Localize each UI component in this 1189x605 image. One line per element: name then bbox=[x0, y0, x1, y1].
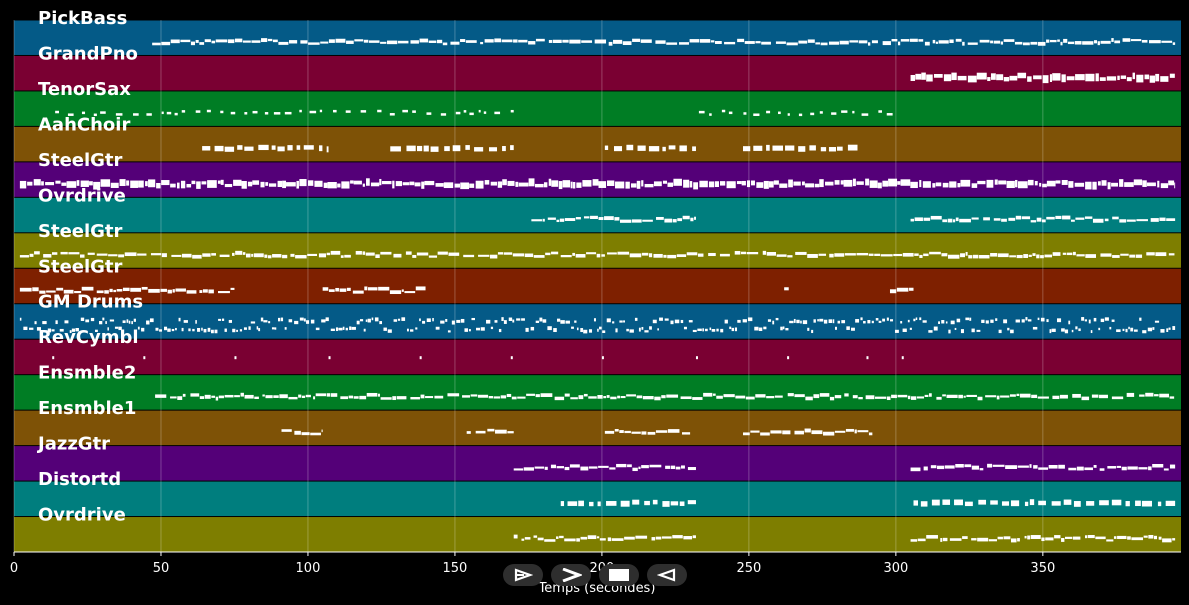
track-label: PickBass bbox=[38, 8, 127, 29]
track-band bbox=[14, 268, 1181, 304]
track-band bbox=[14, 375, 1181, 410]
note-segment bbox=[419, 356, 422, 360]
track-band bbox=[14, 410, 1181, 446]
x-tick-label: 150 bbox=[443, 561, 468, 576]
note-segment bbox=[604, 429, 691, 435]
note-segment bbox=[328, 356, 331, 360]
note-segment bbox=[560, 499, 696, 507]
track-band bbox=[14, 481, 1181, 517]
track-label: SteelGtr bbox=[38, 221, 123, 242]
play-icon bbox=[562, 568, 582, 582]
track-band bbox=[14, 20, 1181, 55]
forward-button[interactable] bbox=[647, 564, 687, 586]
note-segment bbox=[55, 109, 514, 117]
track-band bbox=[14, 197, 1181, 233]
note-segment bbox=[601, 356, 604, 360]
rewind-button[interactable] bbox=[503, 564, 543, 586]
note-segment bbox=[466, 428, 514, 434]
track-label: AahChoir bbox=[38, 114, 130, 135]
track-band bbox=[14, 446, 1181, 481]
x-tick-label: 0 bbox=[10, 561, 18, 576]
stop-icon bbox=[609, 569, 629, 581]
note-segment bbox=[281, 429, 323, 436]
note-segment bbox=[19, 250, 1175, 259]
track-label: Ensmble2 bbox=[38, 363, 136, 384]
track-label: Distortd bbox=[38, 469, 121, 490]
track-band bbox=[14, 91, 1181, 126]
note-segment bbox=[152, 38, 1176, 46]
x-tick-label: 50 bbox=[153, 561, 170, 576]
x-tick-label: 100 bbox=[296, 561, 321, 576]
track-label: SteelGtr bbox=[38, 256, 123, 277]
note-segment bbox=[866, 356, 869, 360]
note-segment bbox=[19, 286, 235, 294]
track-label: GrandPno bbox=[38, 43, 138, 64]
track-label: RevCymbl bbox=[38, 327, 139, 348]
track-label: TenorSax bbox=[38, 79, 131, 100]
track-label: JazzGtr bbox=[36, 434, 110, 455]
note-segment bbox=[531, 215, 696, 223]
note-segment bbox=[910, 215, 1176, 223]
track-band bbox=[14, 339, 1181, 375]
track-label: Ovrdrive bbox=[38, 505, 126, 526]
track-band bbox=[14, 55, 1181, 91]
note-segment bbox=[901, 356, 904, 360]
note-segment bbox=[910, 463, 1176, 472]
note-segment bbox=[155, 392, 1175, 401]
track-band bbox=[14, 233, 1181, 268]
x-tick-label: 250 bbox=[736, 561, 761, 576]
note-segment bbox=[743, 428, 873, 436]
note-segment bbox=[52, 356, 55, 360]
note-segment bbox=[513, 463, 696, 472]
track-band bbox=[14, 517, 1181, 552]
note-segment bbox=[322, 286, 426, 295]
note-segment bbox=[695, 356, 698, 360]
note-segment bbox=[390, 145, 514, 152]
track-label: Ensmble1 bbox=[38, 398, 136, 419]
note-segment bbox=[234, 356, 237, 360]
note-segment bbox=[604, 144, 696, 152]
note-segment bbox=[698, 109, 893, 117]
note-segment bbox=[784, 287, 789, 291]
track-label: SteelGtr bbox=[38, 150, 123, 171]
forward-icon bbox=[657, 568, 676, 582]
note-segment bbox=[910, 534, 1176, 543]
stop-button[interactable] bbox=[599, 564, 639, 586]
note-segment bbox=[889, 287, 914, 294]
note-segment bbox=[787, 356, 790, 360]
note-segment bbox=[19, 178, 1176, 190]
track-label: GM Drums bbox=[38, 292, 143, 313]
note-segment bbox=[202, 144, 329, 153]
note-segment bbox=[19, 317, 1176, 334]
x-tick-label: 300 bbox=[883, 561, 908, 576]
rewind-icon bbox=[514, 568, 533, 582]
x-tick-label: 350 bbox=[1030, 561, 1055, 576]
note-segment bbox=[910, 72, 1175, 84]
note-segment bbox=[913, 499, 1176, 507]
note-segment bbox=[513, 534, 696, 542]
note-segment bbox=[510, 356, 513, 360]
track-band bbox=[14, 126, 1181, 162]
note-segment bbox=[143, 356, 146, 360]
play-button[interactable] bbox=[551, 564, 591, 586]
track-label: Ovrdrive bbox=[38, 185, 126, 206]
note-segment bbox=[743, 144, 858, 152]
